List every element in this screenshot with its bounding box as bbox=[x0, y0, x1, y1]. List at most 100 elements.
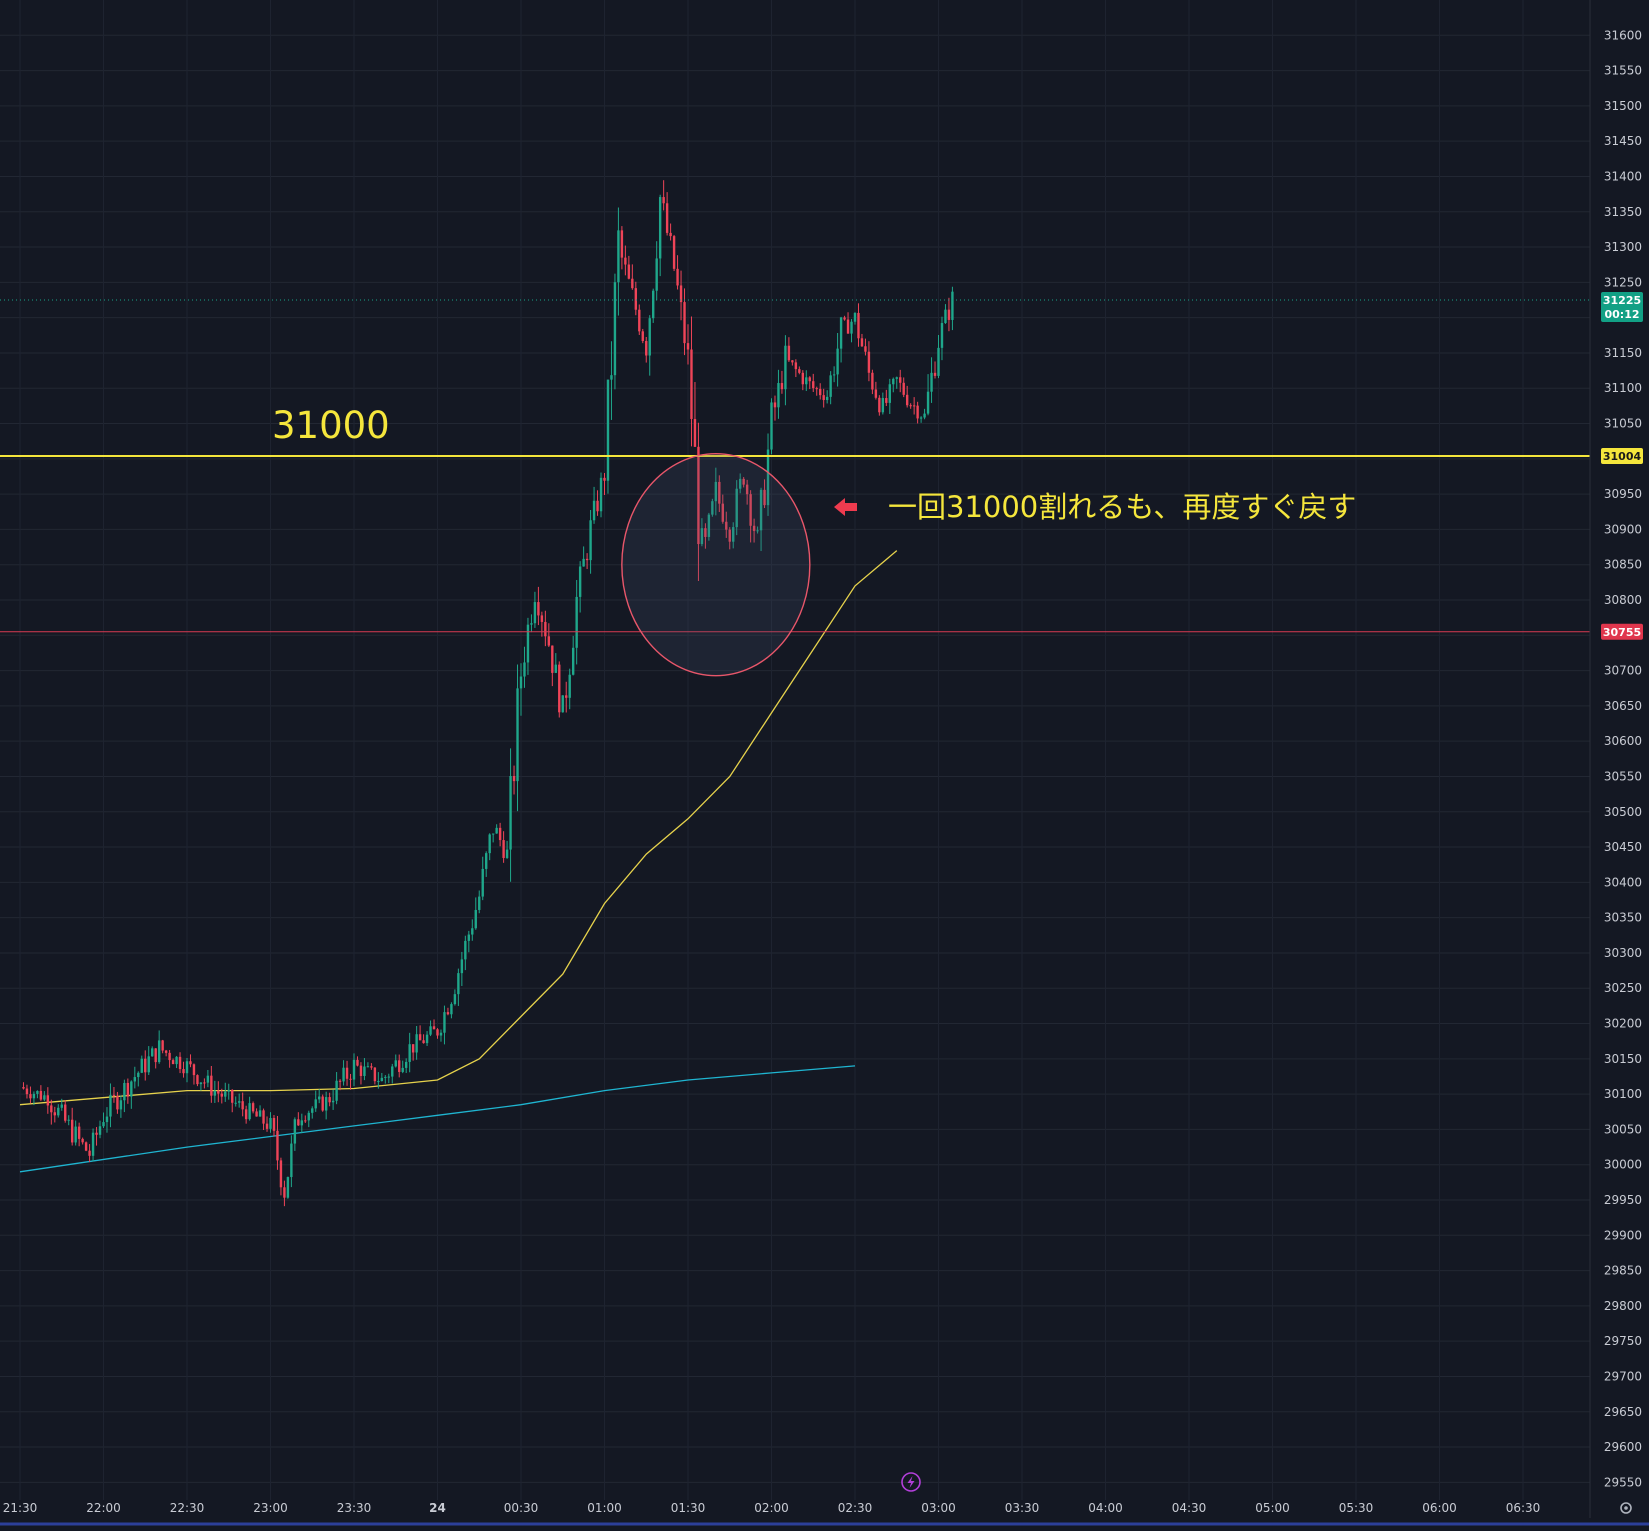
candle-body bbox=[300, 1120, 304, 1126]
candle-body bbox=[787, 345, 791, 361]
x-tick-label: 22:00 bbox=[86, 1501, 121, 1515]
candle-body bbox=[338, 1080, 342, 1082]
y-tick-label: 29750 bbox=[1604, 1334, 1642, 1348]
candle-body bbox=[819, 388, 822, 396]
candle-body bbox=[815, 388, 818, 390]
candle-body bbox=[933, 372, 937, 376]
price-tag-bg bbox=[1601, 623, 1643, 640]
y-tick-label: 30800 bbox=[1604, 593, 1642, 607]
price-tag-label: 30755 bbox=[1603, 626, 1641, 639]
candle-body bbox=[540, 615, 544, 622]
candle-body bbox=[839, 317, 843, 349]
candle-body bbox=[544, 621, 547, 637]
candle-body bbox=[533, 602, 537, 624]
candle-body bbox=[43, 1095, 46, 1100]
y-tick-label: 30850 bbox=[1604, 558, 1642, 572]
candle-body bbox=[860, 338, 864, 347]
candle-body bbox=[297, 1119, 300, 1126]
x-tick-label: 06:30 bbox=[1506, 1501, 1541, 1515]
candle-body bbox=[175, 1056, 178, 1065]
candle-body bbox=[592, 500, 596, 521]
candle-body bbox=[551, 645, 554, 673]
candle-body bbox=[126, 1082, 130, 1097]
ma-fast-line bbox=[19, 550, 898, 1106]
candle-body bbox=[112, 1094, 116, 1096]
candle-body bbox=[293, 1119, 297, 1144]
y-tick-label: 31500 bbox=[1604, 99, 1642, 113]
candle-body bbox=[613, 282, 617, 376]
candle-body bbox=[725, 521, 728, 530]
x-tick-label: 05:30 bbox=[1339, 1501, 1374, 1515]
candle-body bbox=[627, 264, 631, 279]
candle-body bbox=[930, 372, 933, 392]
y-tick-label: 30650 bbox=[1604, 699, 1642, 713]
candle-body bbox=[759, 489, 763, 531]
candle-body bbox=[185, 1061, 189, 1074]
chart-grid bbox=[0, 0, 1590, 1500]
lightning-bolt-icon[interactable] bbox=[901, 1472, 921, 1492]
candle-body bbox=[418, 1034, 422, 1041]
y-tick-label: 31250 bbox=[1604, 275, 1642, 289]
x-tick-label: 00:30 bbox=[504, 1501, 539, 1515]
candle-body bbox=[735, 488, 738, 528]
candle-body bbox=[721, 503, 724, 522]
candle-body bbox=[700, 528, 704, 545]
candle-body bbox=[321, 1096, 324, 1111]
candle-body bbox=[537, 602, 540, 616]
candle-body bbox=[422, 1040, 425, 1044]
candle-body bbox=[749, 494, 752, 526]
candle-body bbox=[547, 636, 551, 646]
candle-body bbox=[262, 1110, 265, 1124]
candle-body bbox=[784, 345, 787, 390]
y-tick-label: 30550 bbox=[1604, 769, 1642, 783]
level-label-31000: 31000 bbox=[272, 404, 390, 447]
candle-body bbox=[342, 1067, 345, 1082]
candle-body bbox=[164, 1050, 168, 1053]
candle-body bbox=[241, 1101, 244, 1110]
candle-body bbox=[596, 500, 599, 512]
candle-body bbox=[22, 1087, 25, 1089]
candle-body bbox=[599, 477, 603, 512]
candle-body bbox=[801, 372, 805, 385]
candle-body bbox=[509, 776, 512, 850]
candle-body bbox=[603, 477, 606, 481]
candle-body bbox=[269, 1117, 272, 1129]
candle-body bbox=[693, 418, 697, 447]
candle-body bbox=[349, 1078, 352, 1080]
candle-body bbox=[471, 928, 474, 935]
candle-body bbox=[578, 566, 582, 597]
candle-body bbox=[481, 868, 484, 897]
candle-body bbox=[832, 374, 836, 376]
countdown-label: 00:12 bbox=[1604, 308, 1639, 321]
candle-body bbox=[610, 375, 613, 380]
candle-body bbox=[805, 377, 808, 385]
candle-body bbox=[64, 1104, 67, 1121]
candle-body bbox=[641, 331, 644, 341]
y-tick-label: 30350 bbox=[1604, 911, 1642, 925]
candle-body bbox=[196, 1075, 199, 1085]
candle-body bbox=[29, 1094, 32, 1099]
x-axis[interactable]: 21:30 22:00 22:30 23:00 23:30 24 00:30 01:00 01:… bbox=[0, 1501, 1649, 1531]
y-tick-label: 31350 bbox=[1604, 205, 1642, 219]
candle-body bbox=[457, 973, 460, 995]
candle-body bbox=[916, 405, 919, 419]
x-tick-label: 03:00 bbox=[921, 1501, 956, 1515]
candle-body bbox=[888, 384, 891, 403]
candle-body bbox=[620, 230, 624, 258]
candle-body bbox=[231, 1089, 234, 1103]
candle-body bbox=[450, 1004, 453, 1015]
price-tag-label: 31225 bbox=[1603, 294, 1641, 307]
candle-body bbox=[401, 1067, 404, 1072]
candle-body bbox=[432, 1026, 436, 1030]
candle-body bbox=[345, 1067, 349, 1079]
candle-body bbox=[36, 1090, 39, 1094]
y-tick-label: 31550 bbox=[1604, 64, 1642, 78]
gear-icon[interactable] bbox=[1620, 1502, 1632, 1514]
candle-body bbox=[899, 377, 902, 383]
y-tick-label: 31300 bbox=[1604, 240, 1642, 254]
candle-body bbox=[885, 398, 888, 403]
candle-body bbox=[512, 776, 516, 782]
annotation-group: 31000 一回31000割れるも、再度すぐ戻す bbox=[272, 404, 1356, 677]
candle-body bbox=[690, 349, 693, 419]
